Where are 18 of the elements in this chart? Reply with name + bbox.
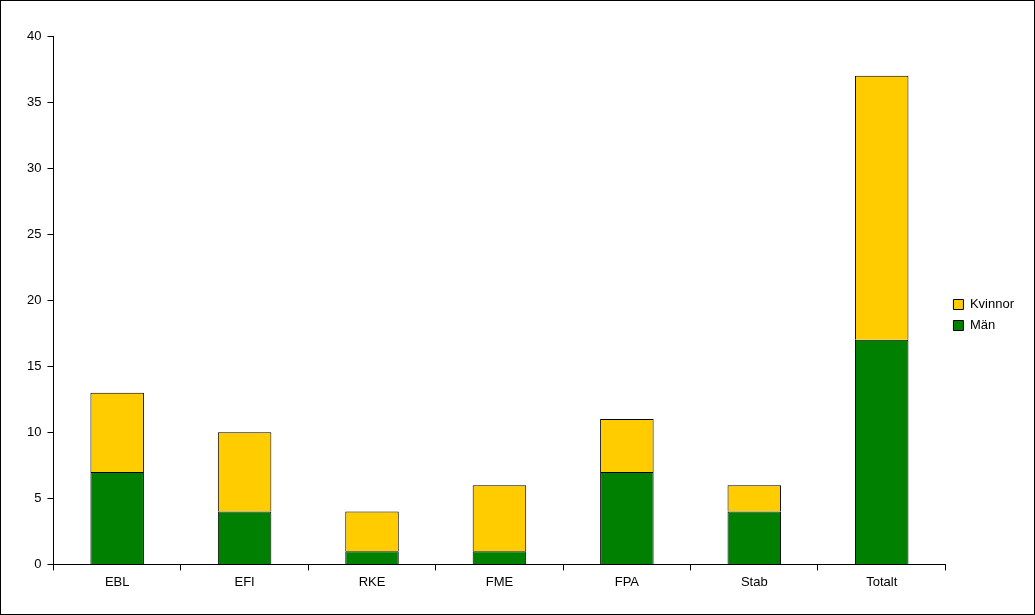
x-tick-label: RKE [358,573,386,589]
x-tick-label: Stab [740,573,768,589]
x-tick-label: FME [485,573,514,589]
y-tick-label: 5 [34,489,42,505]
legend-label: Män [969,317,996,333]
x-tick-label: Totalt [866,573,898,589]
y-tick-label: 40 [26,27,42,43]
y-tick-label: 20 [26,291,42,307]
y-tick-label: 15 [26,357,42,373]
y-tick-label: 35 [26,93,42,109]
y-tick-label: 10 [26,423,42,439]
x-tick-label: EFI [234,573,255,589]
x-tick-label: FPA [614,573,640,589]
y-tick-label: 30 [26,159,42,175]
y-tick-label: 25 [26,225,42,241]
legend-label: Kvinnor [969,296,1015,312]
x-tick-label: EBL [104,573,130,589]
y-tick-label: 0 [34,555,42,571]
